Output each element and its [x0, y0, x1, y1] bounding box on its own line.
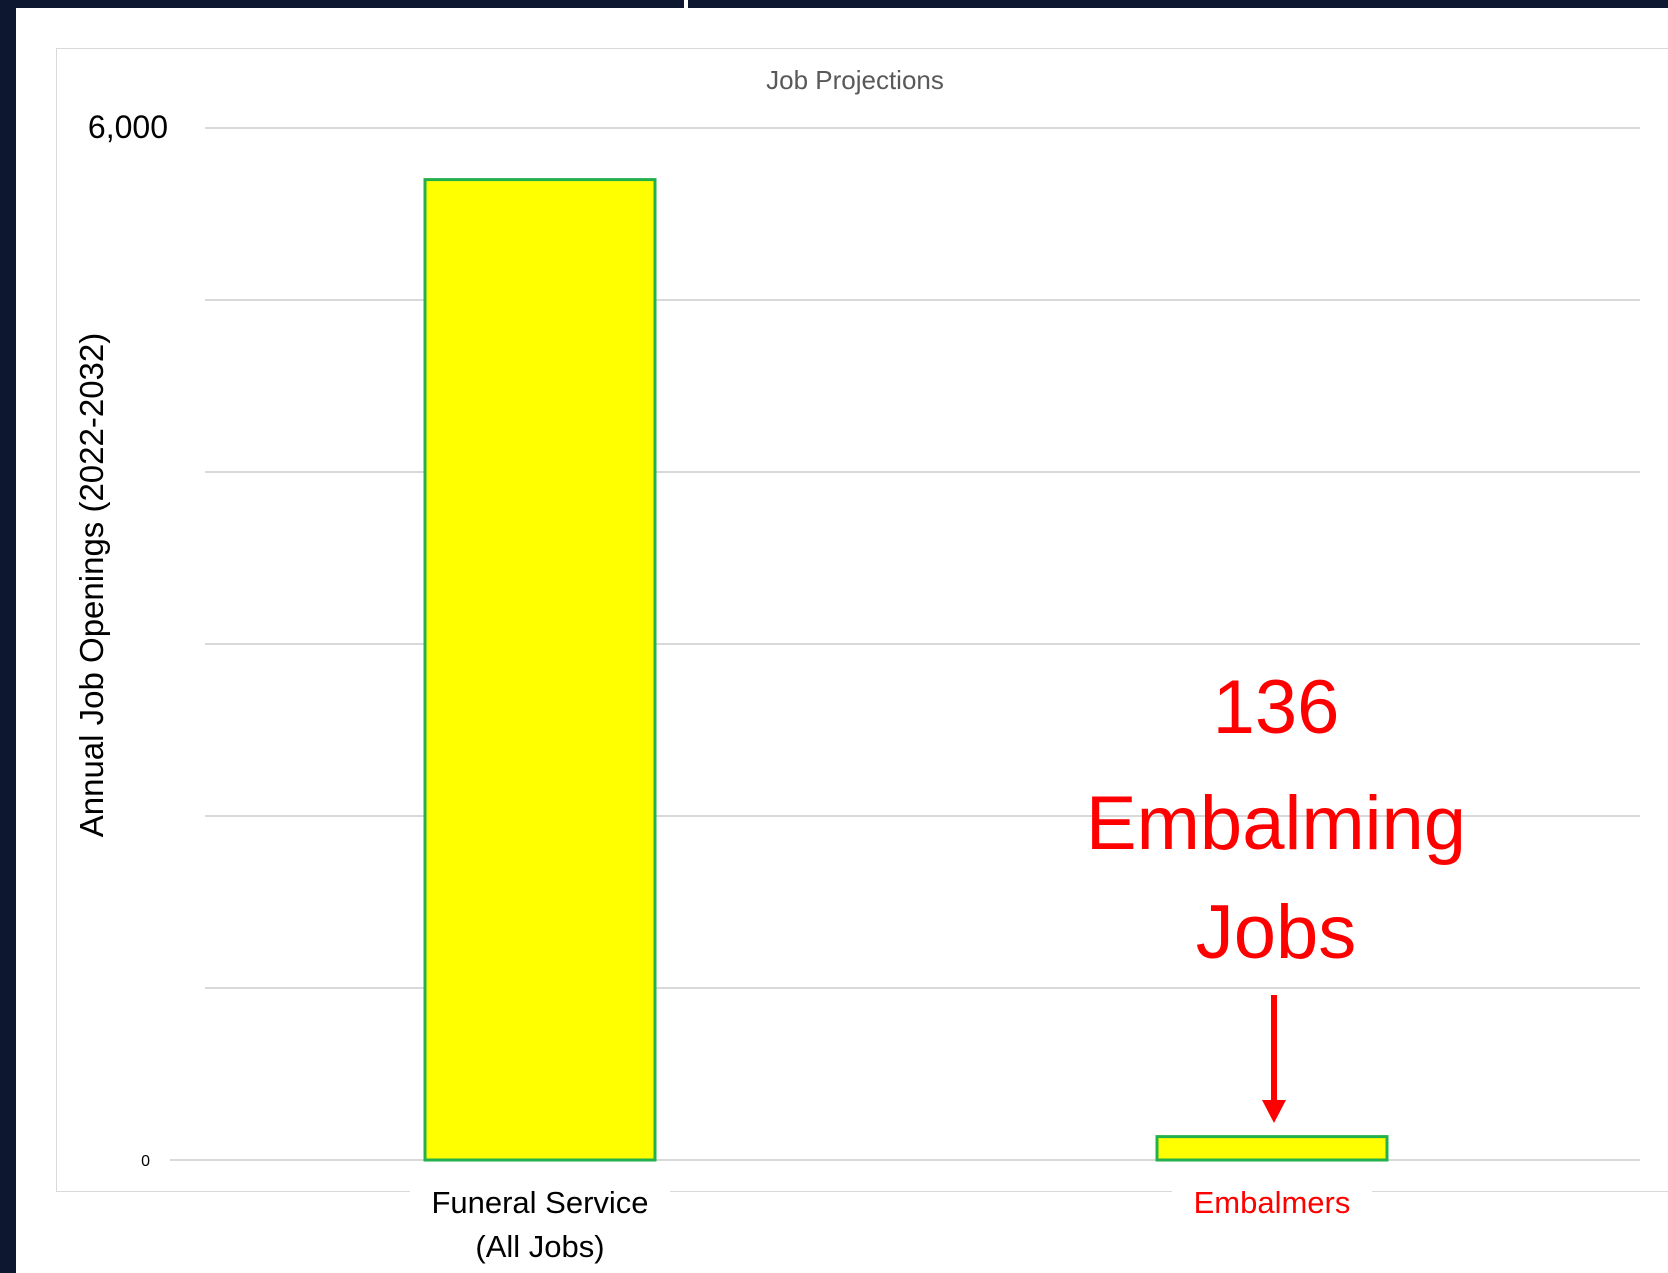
bar-embalmers [1155, 1135, 1389, 1162]
gridlines [170, 127, 1640, 1161]
annotation-line: 136 [1213, 665, 1340, 750]
category-label-line: Embalmers [1194, 1185, 1351, 1220]
slide [16, 8, 1668, 1273]
category-label: Embalmers [1194, 1185, 1351, 1220]
top-frame-bar [0, 0, 1668, 8]
category-label-line: (All Jobs) [475, 1229, 604, 1264]
y-tick-label: 0 [141, 1153, 150, 1170]
category-label-background [1172, 1178, 1372, 1192]
category-label-background [410, 1178, 670, 1192]
annotation-arrow-head [1262, 1100, 1286, 1123]
top-frame-divider [684, 0, 688, 8]
y-tick-label: 6,000 [88, 109, 168, 145]
chart-frame [56, 48, 1668, 1192]
bars [423, 178, 1389, 1162]
y-tick-labels: 0 6,000 [88, 109, 168, 1170]
y-axis-title: Annual Job Openings (2022-2032) [73, 333, 110, 838]
annotation-line: Jobs [1196, 890, 1357, 975]
bar-funeral-service [423, 178, 657, 1162]
category-label: Funeral Service (All Jobs) [431, 1185, 648, 1264]
category-label-line: Funeral Service [431, 1185, 648, 1220]
category-labels: Funeral Service (All Jobs) Embalmers [410, 1178, 1372, 1264]
annotation-line: Embalming [1086, 781, 1466, 866]
chart-title: Job Projections [766, 65, 944, 95]
annotation: 136 Embalming Jobs [1086, 665, 1466, 1123]
